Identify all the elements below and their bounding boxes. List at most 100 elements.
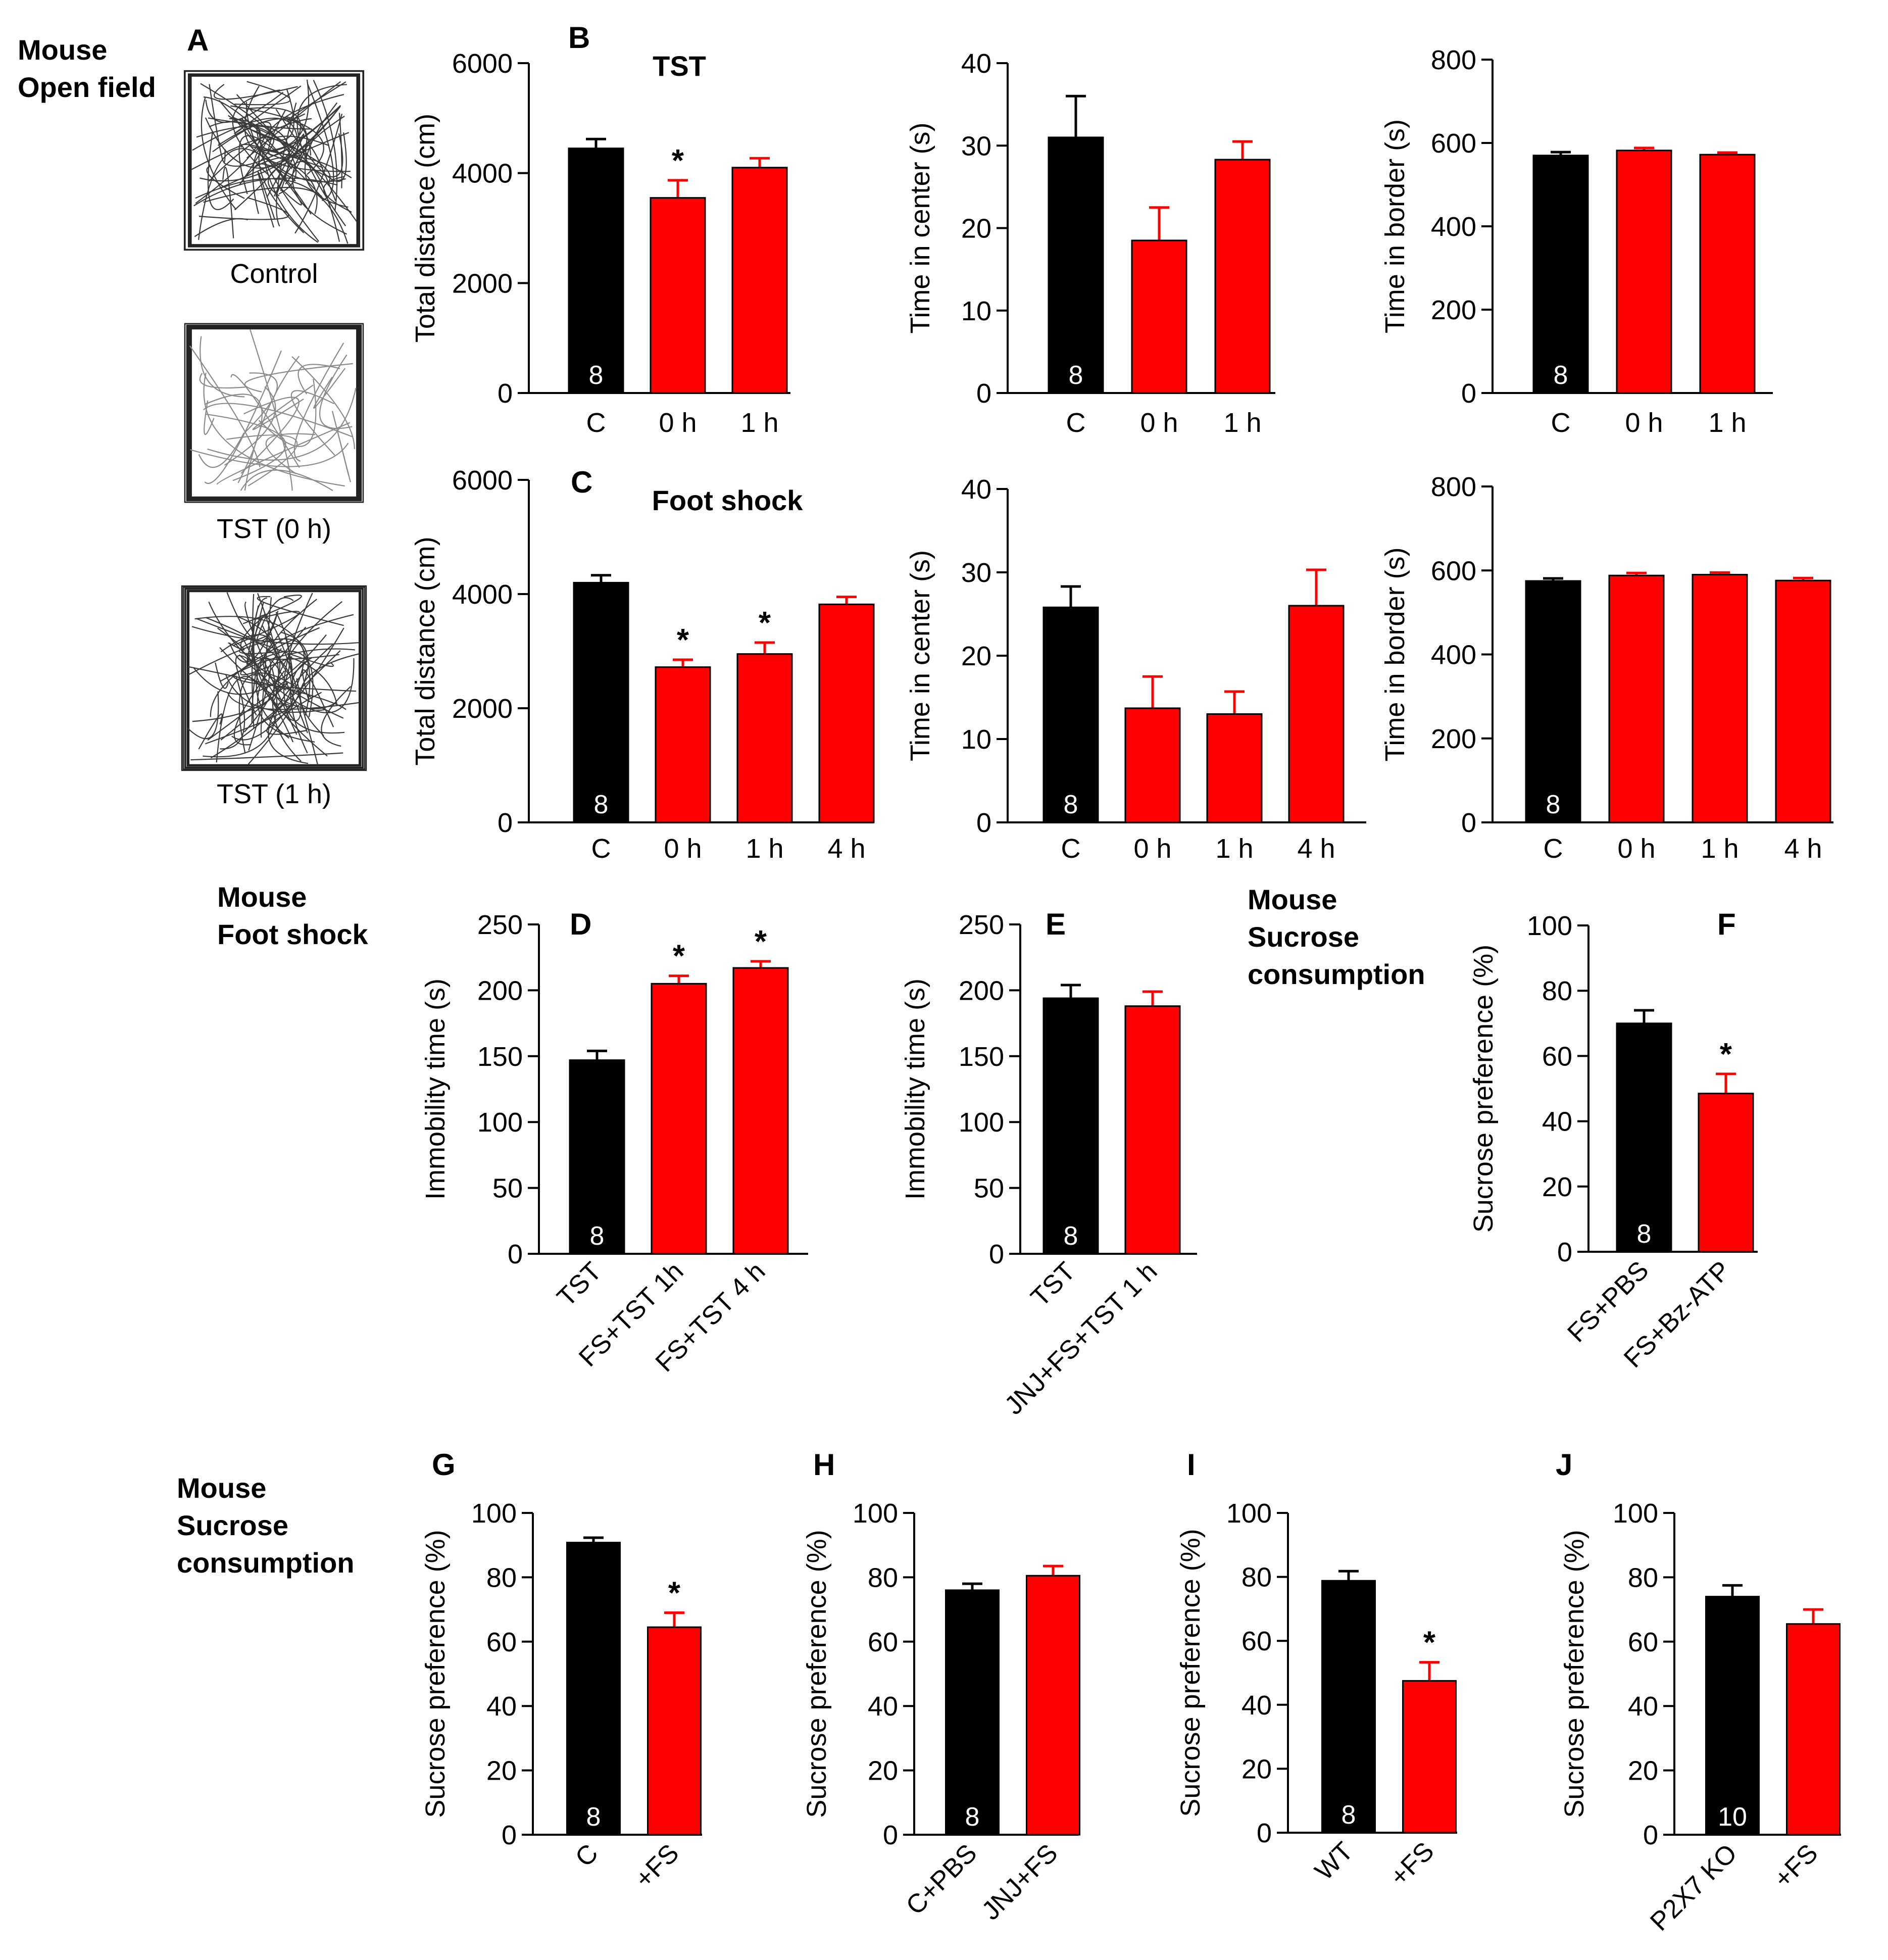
y-tick-label: 250 (477, 910, 523, 940)
y-tick-label: 4000 (452, 159, 513, 189)
track-path (201, 96, 237, 210)
x-category-label: C (586, 408, 606, 438)
track-border-trace (190, 75, 358, 246)
track-path (240, 616, 339, 660)
y-tick-label: 10 (961, 296, 991, 326)
track-path (240, 656, 292, 676)
bar (1131, 239, 1187, 394)
significance-marker: * (672, 143, 684, 178)
y-tick-label: 40 (1241, 1690, 1272, 1721)
track-path (234, 85, 302, 134)
bar (1288, 605, 1345, 823)
y-tick-label: 100 (477, 1107, 523, 1138)
bar (1321, 1580, 1376, 1834)
bar (1705, 1596, 1760, 1836)
bar (1048, 136, 1104, 394)
track-path (208, 601, 344, 719)
y-tick-label: 4000 (452, 579, 513, 610)
track-plot-caption: TST (1 h) (217, 779, 331, 809)
y-tick-label: 20 (1628, 1756, 1658, 1786)
track-path (205, 703, 290, 745)
x-category-label: P2X7 KO (1645, 1838, 1743, 1936)
bar (1616, 150, 1672, 394)
track-path (194, 218, 249, 237)
x-category-label: 0 h (664, 834, 702, 864)
x-category-label: 0 h (1133, 834, 1171, 864)
bar (1532, 155, 1589, 394)
track-path (200, 83, 297, 195)
y-tick-label: 6000 (452, 48, 513, 79)
y-tick-label: 60 (1542, 1041, 1572, 1071)
y-tick-label: 0 (1461, 378, 1476, 409)
track-path (187, 691, 219, 740)
track-path (209, 84, 226, 163)
track-path (191, 626, 359, 645)
x-category-label: 1 h (1701, 834, 1738, 864)
track-path (257, 596, 344, 626)
bar (731, 167, 788, 394)
panel-letter-a: A (187, 23, 209, 57)
chart-panel-c3: 0 200 400 600 800 Time in border (s) 8 C 0 h 1 h 4… (1380, 472, 1833, 864)
track-path (332, 411, 351, 482)
n-label: 8 (586, 1802, 601, 1832)
y-tick-label: 0 (1461, 808, 1476, 838)
bar (1699, 154, 1756, 394)
track-border-trace (181, 585, 367, 771)
track-path (203, 187, 322, 203)
y-tick-label: 20 (961, 214, 991, 244)
y-axis-label: Sucrose preference (%) (1468, 945, 1499, 1233)
section-label-open-field: Mouse Open field (18, 34, 156, 103)
y-tick-label: 40 (1628, 1691, 1658, 1722)
y-tick-label: 2000 (452, 694, 513, 724)
chart-title: Foot shock (652, 484, 804, 516)
track-path (250, 329, 293, 491)
chart-title: TST (653, 50, 706, 82)
x-category-label: C (1544, 834, 1563, 864)
bar (1042, 606, 1099, 823)
y-tick-label: 0 (976, 378, 991, 409)
section-label-line: consumption (1248, 958, 1425, 990)
track-path (216, 422, 351, 485)
track-path (222, 167, 234, 238)
y-tick-label: 0 (976, 808, 991, 838)
panel-letter-d: D (570, 907, 591, 941)
n-label: 8 (1069, 361, 1083, 390)
track-path (255, 156, 352, 179)
y-tick-label: 20 (486, 1756, 517, 1786)
track-path (258, 128, 319, 243)
significance-marker: * (668, 1576, 681, 1610)
track-path (207, 131, 234, 210)
y-tick-label: 0 (1557, 1237, 1572, 1267)
track-plot-caption: Control (230, 259, 318, 289)
x-category-label: 0 h (659, 408, 697, 438)
bar (566, 1542, 621, 1836)
y-tick-label: 150 (959, 1042, 1004, 1072)
bar (650, 197, 706, 394)
n-label: 8 (965, 1802, 980, 1832)
track-border-trace (188, 326, 360, 500)
track-path (259, 79, 310, 152)
panel-letter-h: H (813, 1448, 835, 1482)
track-path (297, 364, 340, 395)
track-path (291, 356, 355, 449)
y-tick-label: 100 (1613, 1498, 1658, 1529)
bar (569, 1059, 625, 1255)
bar (568, 148, 624, 394)
bar (1124, 1005, 1181, 1255)
chart-panel-j: J 0 20 40 60 80 100 Sucrose preference (%) 10 P2X… (1556, 1448, 1841, 1937)
track-path (302, 669, 334, 727)
chart-panel-d: D 0 50 100 150 200 250 Immobility time (s) 8 TST *… (420, 907, 808, 1378)
n-label: 8 (1342, 1800, 1356, 1830)
x-category-label: C (1551, 408, 1571, 438)
bar (1525, 580, 1581, 823)
panel-letter-g: G (432, 1448, 456, 1482)
track-path (220, 648, 355, 682)
y-axis-label: Immobility time (s) (420, 978, 451, 1200)
track-path (204, 400, 215, 435)
track-path (261, 678, 302, 721)
track-path (321, 685, 352, 747)
n-label: 10 (1718, 1802, 1747, 1832)
bar (1026, 1575, 1080, 1836)
y-tick-label: 2000 (452, 268, 513, 299)
